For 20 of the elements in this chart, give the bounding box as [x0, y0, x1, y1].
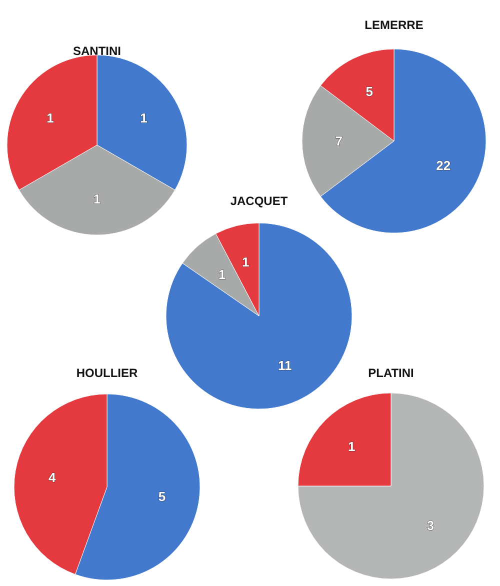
data-label: 1: [348, 439, 356, 454]
chart-title: LEMERRE: [364, 18, 424, 32]
data-label: 5: [366, 84, 374, 100]
chart-title: SANTINI: [73, 44, 121, 58]
chart-title: JACQUET: [230, 194, 288, 208]
chart-title: HOULLIER: [76, 366, 138, 380]
data-label: 7: [335, 134, 342, 149]
pie-slice: [166, 222, 352, 410]
data-label: 5: [158, 489, 166, 504]
data-label: 1: [140, 110, 148, 126]
data-label: 1: [218, 266, 226, 282]
data-label: 22: [436, 158, 451, 174]
data-label: 3: [426, 518, 434, 534]
chart-title: PLATINI: [368, 366, 414, 380]
data-label: 1: [93, 192, 101, 207]
data-label: 11: [278, 358, 292, 373]
data-label: 1: [46, 110, 54, 126]
pie-slice: [298, 392, 484, 580]
data-label: 1: [242, 254, 250, 270]
data-label: 4: [48, 470, 56, 485]
